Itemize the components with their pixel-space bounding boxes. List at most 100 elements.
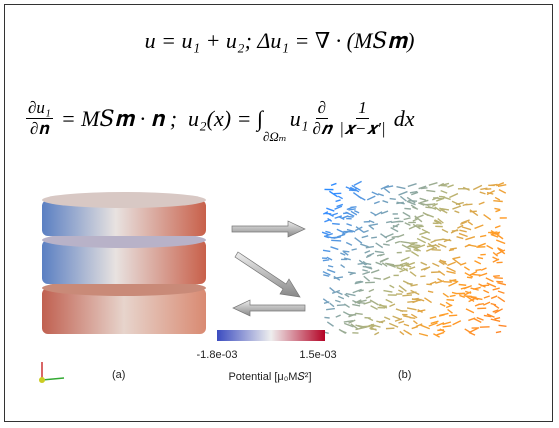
vector [346, 224, 351, 226]
vector [407, 308, 417, 310]
vector [337, 234, 345, 237]
vector [495, 210, 500, 212]
vector [494, 318, 500, 319]
vector [331, 183, 336, 185]
vector [340, 253, 345, 255]
vector [335, 300, 340, 302]
vector [404, 324, 409, 326]
vector [493, 276, 500, 277]
vector [425, 214, 434, 217]
vector [480, 235, 486, 236]
vector [386, 238, 395, 242]
arrow [235, 252, 300, 297]
vector [383, 291, 392, 293]
colorbar [217, 330, 325, 341]
vector [332, 213, 338, 215]
vector [404, 218, 411, 220]
vector [452, 292, 457, 293]
vector [395, 242, 400, 244]
vector [341, 265, 345, 268]
vector [475, 270, 481, 271]
vector [378, 194, 384, 196]
vector [363, 267, 372, 268]
vector [468, 222, 473, 225]
vector [332, 224, 340, 225]
vector [498, 291, 504, 293]
vector [394, 265, 403, 266]
vector [336, 200, 341, 201]
vector [421, 236, 430, 240]
vector [494, 305, 499, 309]
vector [413, 219, 418, 221]
vector [432, 263, 439, 266]
origin [39, 377, 45, 383]
vector [483, 290, 488, 293]
vector [409, 246, 419, 247]
colorbar-max-label: 1.5e-03 [299, 349, 336, 361]
vector [380, 254, 385, 256]
vector [495, 226, 500, 228]
vector [374, 278, 381, 279]
vector [499, 190, 506, 193]
vector [369, 226, 374, 230]
vector [418, 226, 424, 227]
vector [450, 295, 456, 296]
vector [493, 201, 502, 202]
vector [323, 275, 329, 276]
vector [354, 181, 362, 185]
vector [337, 292, 343, 295]
vector [435, 281, 444, 283]
vector [419, 333, 428, 335]
vector [428, 291, 433, 292]
vector [401, 257, 410, 261]
vector [411, 252, 418, 257]
vector [364, 231, 369, 233]
vector [383, 201, 389, 203]
vector [412, 298, 419, 299]
vector [420, 198, 426, 200]
vector [416, 225, 422, 226]
vector [449, 250, 454, 251]
vector [375, 251, 384, 252]
vector [462, 227, 471, 230]
vector [400, 331, 404, 334]
vector [478, 257, 483, 258]
vector [343, 251, 350, 252]
vector [417, 239, 426, 243]
vector [486, 278, 494, 282]
vector [337, 229, 344, 233]
vector-field [322, 181, 507, 337]
vector [328, 266, 333, 267]
vector [386, 221, 392, 222]
vector [452, 230, 458, 231]
vector [430, 317, 436, 319]
vector [496, 332, 501, 333]
vector [441, 191, 448, 193]
vector [389, 323, 398, 327]
vector [493, 257, 499, 260]
vector [494, 208, 500, 209]
vector [383, 277, 390, 280]
vector [376, 262, 383, 265]
vector [478, 243, 486, 246]
vector [379, 321, 385, 323]
vector [330, 288, 335, 292]
vector [496, 240, 505, 243]
vector [449, 194, 458, 198]
vector [398, 290, 403, 292]
vector [336, 315, 341, 317]
vector [358, 264, 363, 265]
vector [412, 327, 418, 329]
vector [410, 245, 420, 246]
vector [397, 268, 403, 270]
vector [453, 259, 461, 265]
vector [479, 202, 485, 204]
vector [459, 233, 468, 236]
vector [398, 321, 404, 323]
vector [362, 236, 368, 238]
vector [475, 225, 484, 228]
vector [457, 237, 464, 239]
vector [459, 284, 467, 285]
vector [409, 226, 417, 229]
vector [448, 309, 453, 313]
